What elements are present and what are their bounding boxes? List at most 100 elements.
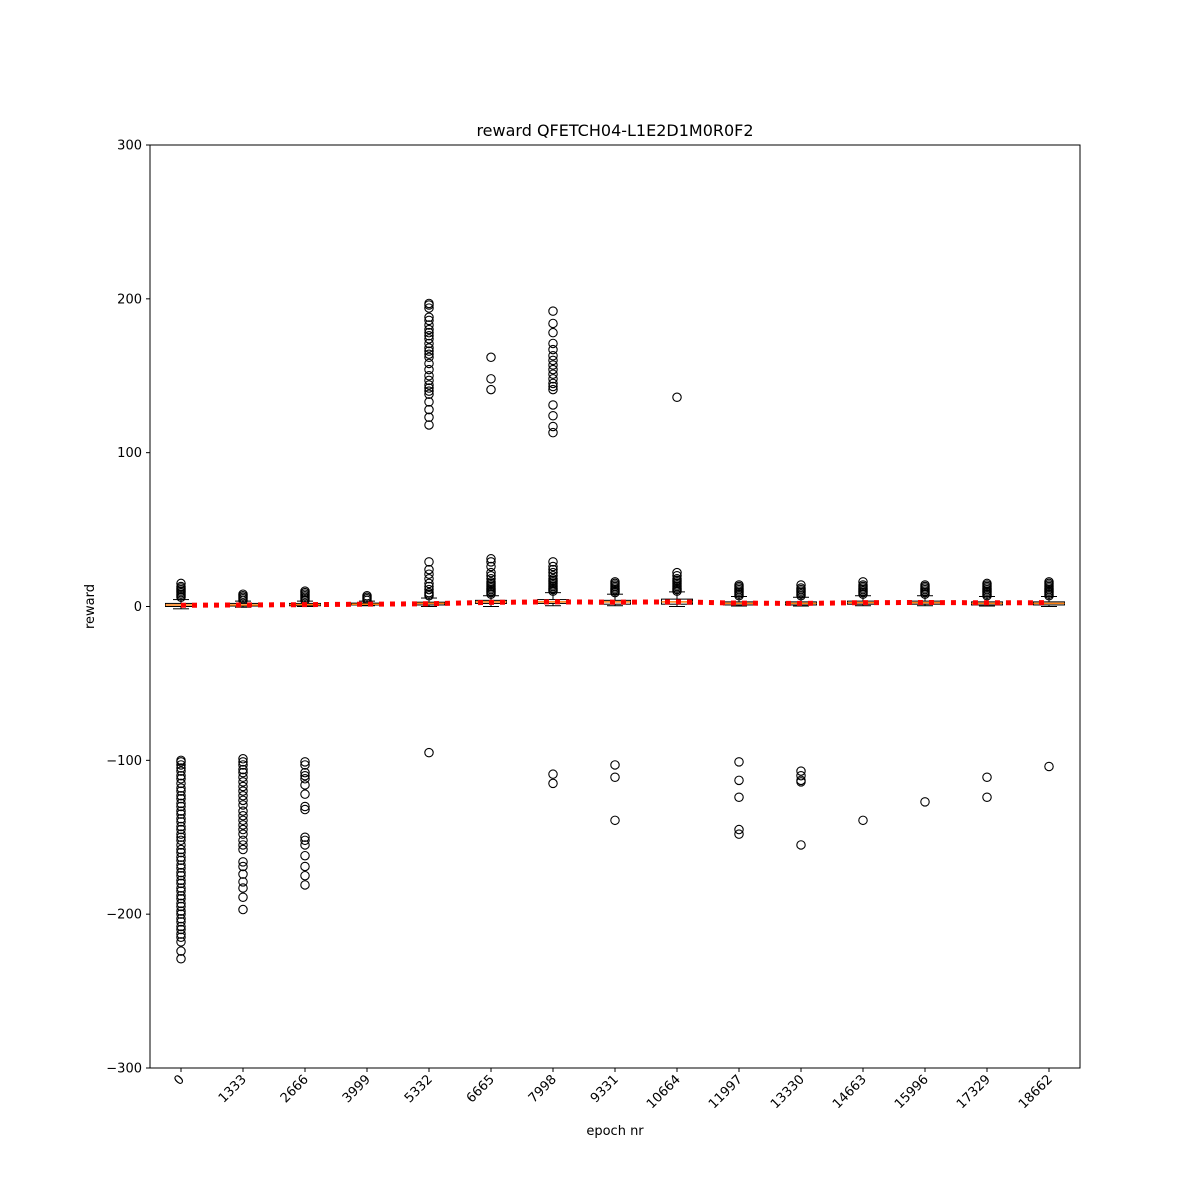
x-tick-label: 14663 (830, 1072, 870, 1112)
outlier-point (548, 306, 558, 316)
outlier-point (176, 906, 186, 916)
outlier-point (672, 567, 682, 578)
outlier-point (424, 370, 434, 381)
outlier-point (734, 824, 744, 835)
outlier-point (300, 767, 310, 778)
outlier-point (176, 814, 186, 824)
outlier-point (238, 795, 248, 806)
outlier-point (486, 384, 496, 395)
outlier-point (300, 804, 310, 815)
outlier-point (176, 867, 186, 878)
outlier-point (424, 747, 434, 758)
outlier-point (238, 869, 248, 879)
outlier-point (300, 774, 310, 784)
outlier-point (238, 790, 248, 801)
outlier-point (176, 917, 186, 927)
outlier-point (920, 797, 930, 807)
outlier-point (486, 570, 496, 581)
y-tick-label: −300 (106, 1062, 142, 1077)
mean-line-layer (180, 599, 1050, 608)
outlier-point (176, 924, 186, 935)
y-tick-label: −200 (106, 908, 142, 923)
outlier-point (548, 369, 558, 379)
outlier-point (548, 561, 558, 572)
outlier-point (424, 581, 434, 592)
outlier-point (176, 894, 186, 904)
outlier-point (300, 861, 310, 872)
outlier-point (548, 374, 558, 384)
box-15996 (909, 595, 941, 607)
y-tick-label: −100 (106, 754, 142, 769)
outlier-point (486, 554, 496, 564)
outlier-point (176, 932, 186, 942)
outlier-point (176, 921, 186, 932)
outlier-point (548, 318, 558, 329)
box-3999 (351, 600, 383, 607)
outlier-point (238, 883, 248, 893)
outlier-point (548, 570, 558, 581)
outlier-point (424, 364, 434, 375)
outlier-point (424, 303, 434, 313)
outlier-point (176, 832, 186, 842)
y-tick-label: 300 (117, 139, 142, 154)
outlier-point (238, 806, 248, 816)
outlier-point (176, 774, 186, 784)
x-tick-label: 2666 (278, 1072, 312, 1106)
outlier-point (548, 427, 558, 438)
outlier-point (486, 557, 496, 567)
outlier-point (176, 878, 186, 889)
outlier-point (672, 570, 682, 581)
outlier-point (486, 352, 496, 363)
outlier-point (176, 757, 186, 767)
outlier-point (300, 850, 310, 861)
outlier-point (238, 772, 248, 783)
outlier-point (424, 331, 434, 341)
outlier-point (734, 775, 744, 786)
outlier-point (300, 832, 310, 842)
outlier-point (176, 855, 186, 866)
outlier-point (176, 794, 186, 804)
outlier-point (424, 343, 434, 353)
outlier-point (238, 760, 248, 770)
outlier-point (300, 835, 310, 846)
outlier-point (548, 355, 558, 366)
outlier-point (176, 786, 186, 796)
outlier-point (176, 901, 186, 912)
y-tick-label: 0 (134, 600, 142, 615)
outlier-point (548, 384, 558, 395)
outlier-point (238, 810, 248, 821)
outlier-point (548, 769, 558, 779)
outlier-point (176, 863, 186, 873)
outlier-point (548, 778, 558, 789)
outlier-point (424, 315, 434, 326)
outlier-point (1044, 761, 1054, 772)
x-tick-label: 17329 (954, 1072, 994, 1112)
outlier-point (424, 324, 434, 335)
outlier-point (176, 909, 186, 919)
outlier-point (176, 809, 186, 819)
outlier-point (858, 815, 868, 826)
outlier-point (176, 778, 186, 789)
outlier-point (424, 338, 434, 349)
outlier-point (548, 338, 558, 349)
outlier-point (176, 760, 186, 770)
outlier-point (424, 349, 434, 359)
y-axis: −300 −200 −100 0 100 200 300 (106, 139, 150, 1077)
outlier-point (238, 904, 248, 915)
outlier-point (176, 835, 186, 846)
outlier-point (548, 360, 558, 370)
outlier-point (424, 397, 434, 407)
outlier-point (424, 380, 434, 390)
outlier-point (176, 929, 186, 939)
outlier-point (300, 760, 310, 770)
outlier-point (238, 800, 248, 810)
outlier-point (424, 386, 434, 396)
outlier-point (424, 578, 434, 589)
outlier-point (300, 780, 310, 790)
outlier-point (238, 835, 248, 846)
outlier-point (982, 792, 992, 803)
x-tick-label: 13330 (768, 1072, 808, 1112)
outlier-point (548, 364, 558, 375)
outlier-point (238, 861, 248, 872)
outlier-point (238, 829, 248, 839)
